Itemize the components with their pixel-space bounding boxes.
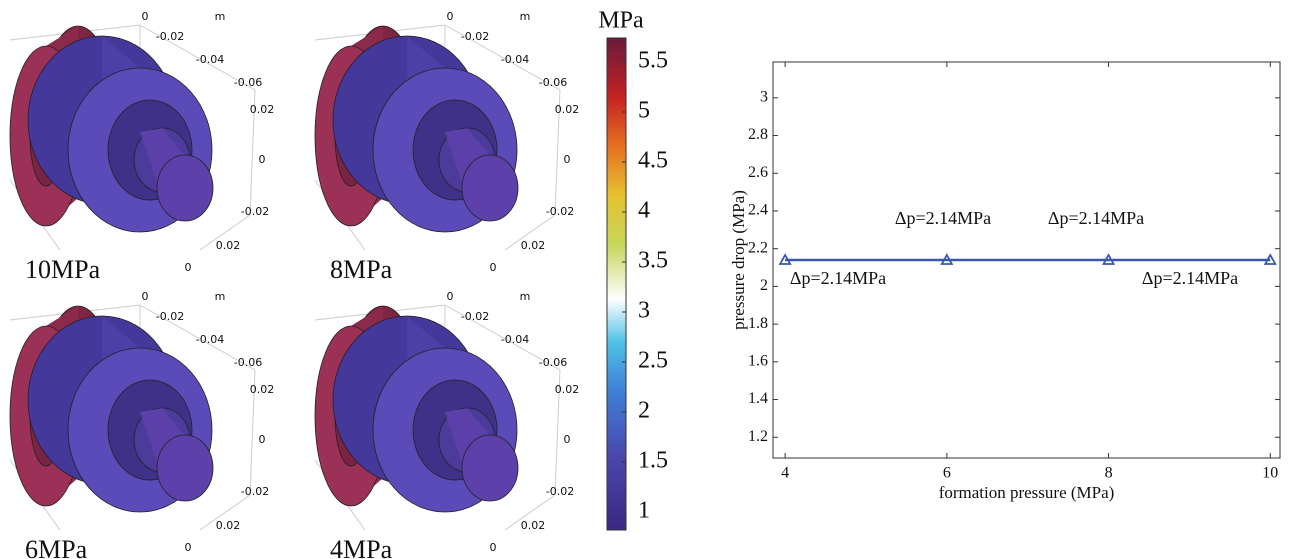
axis-label: 0.02 xyxy=(216,239,241,252)
y-tick-label: 2.6 xyxy=(748,164,768,181)
axis-label: 0.02 xyxy=(521,519,546,532)
axis-label: -0.02 xyxy=(546,205,574,218)
colorbar-title: MPa xyxy=(598,8,644,34)
model-panel: 0 m -0.02 -0.04 -0.06 0.02 0 -0.02 0.02 0 10MPa xyxy=(9,10,275,284)
colorbar-tick-label: 5.5 xyxy=(638,48,668,74)
data-marker xyxy=(1263,253,1277,265)
axis-label: 0 xyxy=(447,10,454,23)
axis-label: 0 xyxy=(185,261,192,274)
y-tick-label: 2.4 xyxy=(748,202,768,219)
model-panel: 0 m -0.02 -0.04 -0.06 0.02 0 -0.02 0.02 0 4MPa xyxy=(314,290,580,559)
data-marker xyxy=(778,253,792,265)
y-tick-label: 1.8 xyxy=(748,315,768,332)
axis-label: -0.02 xyxy=(546,485,574,498)
annotation: Δp=2.14MPa xyxy=(895,208,991,228)
y-tick-label: 3 xyxy=(760,89,768,106)
y-tick-label: 2 xyxy=(760,277,768,294)
axis-label: 0 xyxy=(447,290,454,303)
colorbar-tick-label: 3.5 xyxy=(638,248,668,274)
x-tick-label: 6 xyxy=(943,465,951,482)
axis-label: -0.02 xyxy=(461,30,489,43)
model-panel: 0 m -0.02 -0.04 -0.06 0.02 0 -0.02 0.02 0 6MPa xyxy=(9,290,275,559)
axis-label: 0.02 xyxy=(250,383,275,396)
y-tick-label: 1.6 xyxy=(748,353,768,370)
axis-label: -0.06 xyxy=(539,356,567,369)
axis-label: 0 xyxy=(185,541,192,554)
annotation: Δp=2.14MPa xyxy=(790,268,886,288)
axis-label: -0.02 xyxy=(241,485,269,498)
axis-label: 0 xyxy=(142,290,149,303)
y-tick-label: 1.4 xyxy=(748,390,768,407)
data-marker xyxy=(1102,253,1116,265)
axis-label: -0.04 xyxy=(501,333,529,346)
data-marker xyxy=(940,253,954,265)
axis-label: -0.02 xyxy=(156,30,184,43)
axis-label: m xyxy=(520,290,531,303)
axis-label: 0 xyxy=(259,153,266,166)
axis-label: 0.02 xyxy=(216,519,241,532)
axis-label: 0 xyxy=(564,433,571,446)
panel-label: 4MPa xyxy=(330,535,393,559)
y-tick-label: 2.2 xyxy=(748,239,768,256)
panel-label: 6MPa xyxy=(25,535,88,559)
colorbar-tick-label: 1.5 xyxy=(638,448,668,474)
axis-label: -0.02 xyxy=(156,310,184,323)
axis-label: m xyxy=(215,10,226,23)
colorbar-tick-label: 4 xyxy=(638,198,650,224)
panel-label: 10MPa xyxy=(25,255,101,284)
axis-label: 0 xyxy=(142,10,149,23)
axis-label: 0 xyxy=(259,433,266,446)
axis-label: -0.06 xyxy=(234,356,262,369)
axis-label: 0 xyxy=(490,541,497,554)
axis-label: -0.04 xyxy=(196,333,224,346)
colorbar-tick-label: 3 xyxy=(638,298,650,324)
colorbar-tick-label: 2.5 xyxy=(638,348,668,374)
x-tick-label: 10 xyxy=(1262,465,1278,482)
axis-label: -0.04 xyxy=(196,53,224,66)
x-axis-label: formation pressure (MPa) xyxy=(939,483,1115,502)
axis-label: 0.02 xyxy=(521,239,546,252)
model-panel: 0 m -0.02 -0.04 -0.06 0.02 0 -0.02 0.02 0 8MPa xyxy=(314,10,580,284)
colorbar-tick-label: 1 xyxy=(638,498,650,524)
y-tick-label: 2.8 xyxy=(748,126,768,143)
axis-label: -0.04 xyxy=(501,53,529,66)
plot-frame xyxy=(772,61,1281,459)
colorbar xyxy=(606,37,627,531)
colorbar-tick-label: 2 xyxy=(638,398,650,424)
y-tick-label: 1.2 xyxy=(748,428,768,445)
axis-label: -0.02 xyxy=(241,205,269,218)
colorbar-tick-label: 4.5 xyxy=(638,148,668,174)
axis-label: -0.06 xyxy=(234,76,262,89)
axis-label: 0.02 xyxy=(555,383,580,396)
axis-label: 0 xyxy=(564,153,571,166)
x-tick-label: 4 xyxy=(781,465,789,482)
panel-label: 8MPa xyxy=(330,255,393,284)
axis-label: -0.02 xyxy=(461,310,489,323)
annotation: Δp=2.14MPa xyxy=(1048,208,1144,228)
x-tick-label: 8 xyxy=(1105,465,1113,482)
colorbar-tick-label: 5 xyxy=(638,98,650,124)
axis-label: m xyxy=(215,290,226,303)
axis-label: -0.06 xyxy=(539,76,567,89)
axis-label: 0 xyxy=(490,261,497,274)
axis-label: m xyxy=(520,10,531,23)
annotation: Δp=2.14MPa xyxy=(1142,268,1238,288)
y-axis-label: pressure drop (MPa) xyxy=(729,190,748,330)
axis-label: 0.02 xyxy=(250,103,275,116)
axis-label: 0.02 xyxy=(555,103,580,116)
